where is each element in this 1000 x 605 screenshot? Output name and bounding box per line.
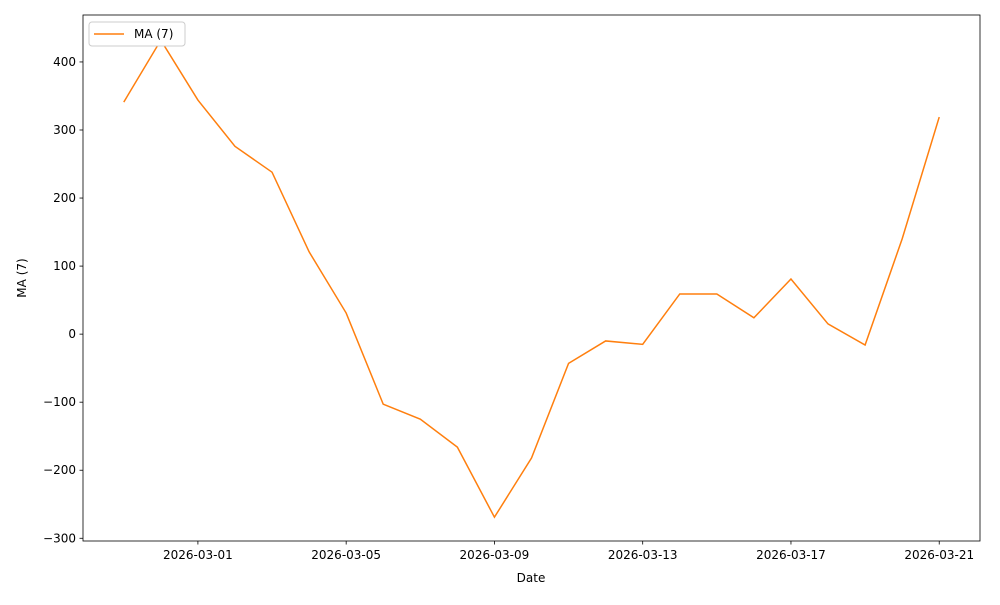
- y-tick-label: −300: [43, 531, 76, 545]
- x-tick-label: 2026-03-21: [904, 548, 974, 562]
- legend-label: MA (7): [134, 27, 173, 41]
- x-tick-label: 2026-03-13: [608, 548, 678, 562]
- y-tick-label: 0: [68, 327, 76, 341]
- y-tick-label: 200: [53, 191, 76, 205]
- y-tick-label: −200: [43, 463, 76, 477]
- x-tick-label: 2026-03-01: [163, 548, 233, 562]
- legend: MA (7): [88, 21, 186, 47]
- y-tick-label: 400: [53, 55, 76, 69]
- y-tick-label: 100: [53, 259, 76, 273]
- x-tick-label: 2026-03-09: [460, 548, 530, 562]
- legend-box: [88, 21, 186, 47]
- y-tick-label: 300: [53, 123, 76, 137]
- y-tick-label: −100: [43, 395, 76, 409]
- x-axis-label: Date: [517, 571, 546, 585]
- x-tick-label: 2026-03-05: [311, 548, 381, 562]
- x-tick-label: 2026-03-17: [756, 548, 826, 562]
- series-line-ma7: [123, 38, 940, 519]
- plot-area: [82, 14, 981, 542]
- y-axis-label: MA (7): [15, 258, 29, 297]
